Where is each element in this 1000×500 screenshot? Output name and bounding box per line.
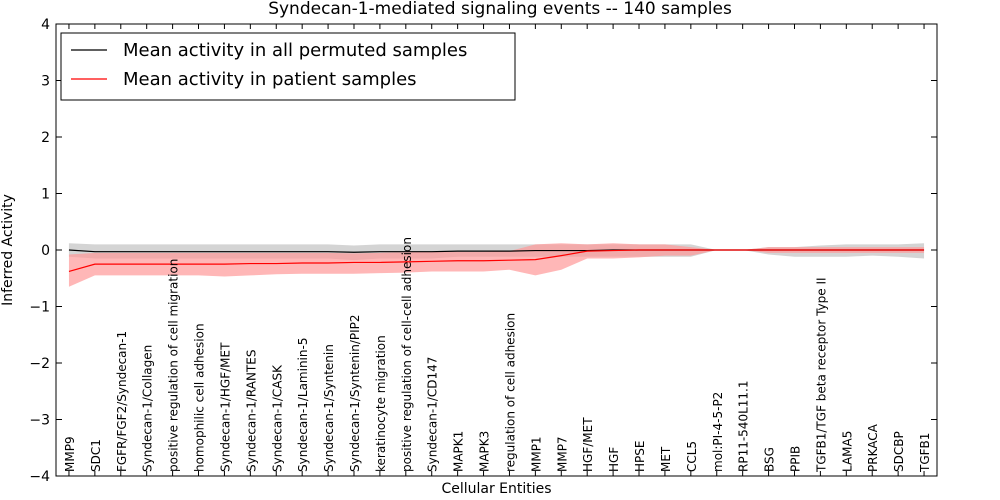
x-tick-label: Syndecan-1/Laminin-5 xyxy=(296,338,310,472)
series-1-band xyxy=(68,243,925,287)
y-tick-label: 1 xyxy=(41,187,50,203)
y-tick-label: −4 xyxy=(29,469,50,485)
x-tick-label: MET xyxy=(659,446,673,472)
x-tick-label: mol:PI-4-5-P2 xyxy=(711,392,725,472)
legend-label: Mean activity in all permuted samples xyxy=(123,40,467,61)
x-tick-label: FGFR/FGF2/Syndecan-1 xyxy=(115,331,129,472)
x-tick-label: Syndecan-1/CASK xyxy=(270,364,284,472)
x-tick-label: MAPK1 xyxy=(452,431,466,472)
x-tick-label: TGFB1/TGF beta receptor Type II xyxy=(814,277,828,473)
y-tick-label: 2 xyxy=(41,130,50,146)
x-tick-label: Syndecan-1/RANTES xyxy=(244,350,258,472)
y-tick-label: −2 xyxy=(29,356,50,372)
y-tick-label: 3 xyxy=(41,74,50,90)
x-tick-label: TGFB1 xyxy=(918,433,932,473)
x-tick-label: homophilic cell adhesion xyxy=(193,323,207,472)
x-tick-label: keratinocyte migration xyxy=(374,335,388,472)
x-tick-label: SDC1 xyxy=(89,439,103,472)
x-tick-label: PPIB xyxy=(788,446,802,472)
x-tick-label: HGF xyxy=(607,447,621,472)
series-1-line xyxy=(68,249,925,273)
x-tick-label: HPSE xyxy=(633,441,647,472)
x-tick-label: MMP9 xyxy=(63,436,77,472)
x-tick-label: BSG xyxy=(763,447,777,472)
plot-frame xyxy=(55,23,938,477)
x-tick-label: positive regulation of cell-cell adhesio… xyxy=(400,237,414,472)
y-tick-label: 4 xyxy=(41,17,50,33)
legend: Mean activity in all permuted samples Mea… xyxy=(60,32,516,101)
legend-label: Mean activity in patient samples xyxy=(123,69,417,90)
x-tick-label: MMP7 xyxy=(555,436,569,472)
y-tick-label: −1 xyxy=(29,300,50,316)
x-tick-label: Syndecan-1/CD147 xyxy=(426,357,440,472)
x-tick-label: SDCBP xyxy=(892,431,906,472)
chart-title: Syndecan-1-mediated signaling events -- … xyxy=(268,0,732,19)
x-tick-label: RP11-540L11.1 xyxy=(737,381,751,472)
x-tick-label: Syndecan-1/HGF/MET xyxy=(218,342,232,472)
x-tick-label: Syndecan-1/Syntenin xyxy=(322,344,336,472)
x-axis-label: Cellular Entities xyxy=(441,481,551,497)
x-tick-label: PRKACA xyxy=(866,423,880,472)
x-tick-label: positive regulation of cell migration xyxy=(167,259,181,472)
y-tick-label: −3 xyxy=(29,413,50,429)
x-tick-label: regulation of cell adhesion xyxy=(503,313,517,472)
x-tick-label: LAMA5 xyxy=(840,431,854,472)
x-tick-label: MMP1 xyxy=(529,436,543,472)
x-tick-label: Syndecan-1/Collagen xyxy=(141,345,155,472)
x-tick-label: CCL5 xyxy=(685,441,699,472)
y-tick-label: 0 xyxy=(41,243,50,259)
x-tick-label: Syndecan-1/Syntenin/PIP2 xyxy=(348,314,362,472)
y-axis-label: Inferred Activity xyxy=(0,194,16,306)
x-tick-label: MAPK3 xyxy=(478,431,492,472)
x-tick-label: HGF/MET xyxy=(581,417,595,472)
legend-box xyxy=(60,32,516,101)
